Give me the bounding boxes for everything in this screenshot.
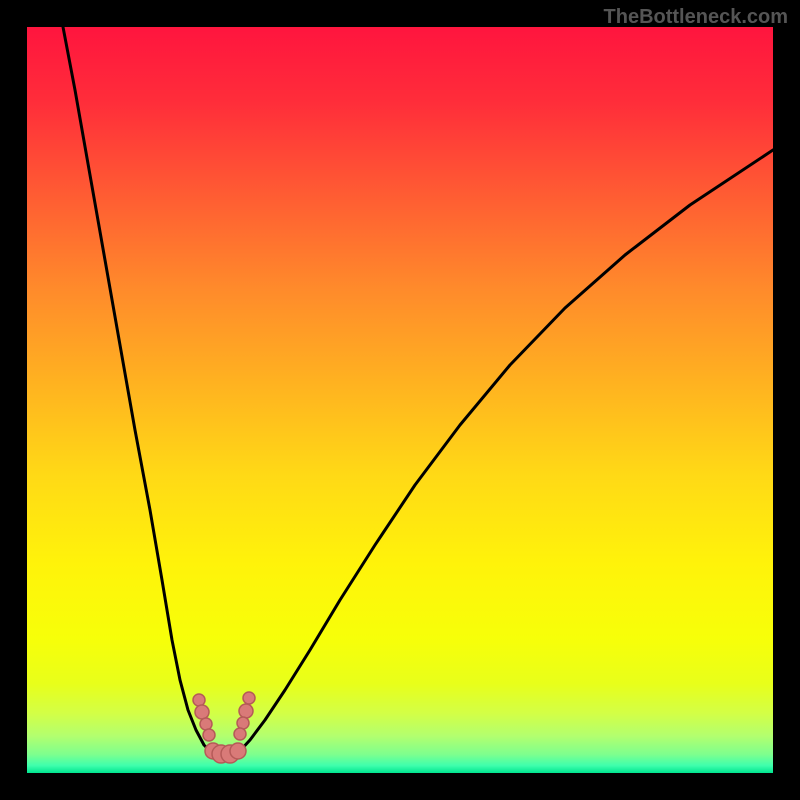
marker-point (203, 729, 215, 741)
chart-container: TheBottleneck.com (0, 0, 800, 800)
marker-point (239, 704, 253, 718)
marker-point (230, 743, 246, 759)
data-markers (193, 692, 255, 763)
plot-area (27, 27, 773, 773)
marker-point (195, 705, 209, 719)
marker-point (237, 717, 249, 729)
curve-layer (27, 27, 773, 773)
marker-point (243, 692, 255, 704)
marker-point (200, 718, 212, 730)
marker-point (234, 728, 246, 740)
bottleneck-curve (63, 27, 773, 755)
watermark-text: TheBottleneck.com (604, 6, 788, 29)
marker-point (193, 694, 205, 706)
